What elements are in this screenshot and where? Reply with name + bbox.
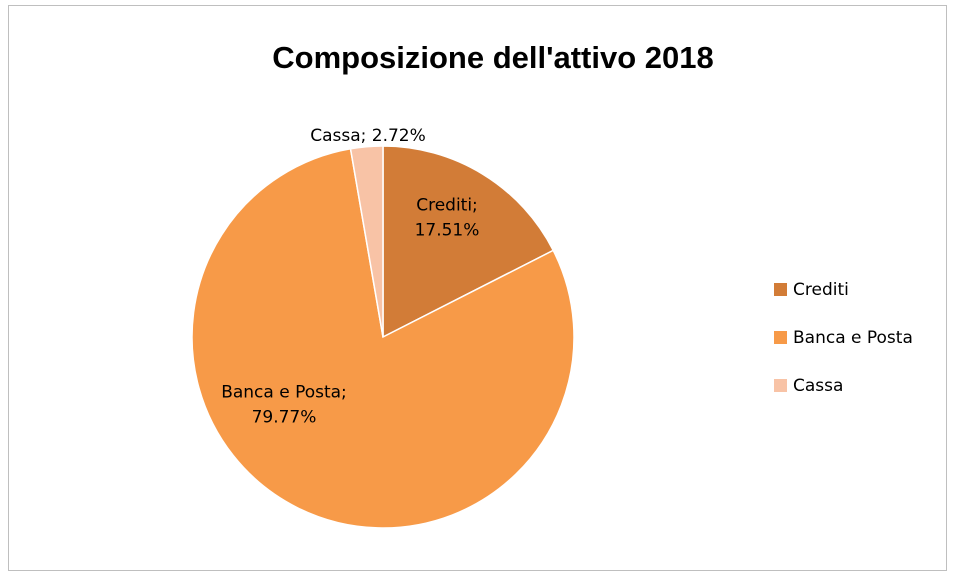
data-label-crediti: 17.51% (415, 221, 480, 241)
legend-label-cassa: Cassa (793, 376, 843, 396)
pie-slice-cassa (349, 145, 384, 338)
legend-swatch-crediti (774, 283, 787, 296)
data-labels: Crediti; 17.51% Banca e Posta; 79.77% Cassa;… (221, 126, 479, 428)
chart-title: Composizione dell'attivo 2018 (272, 40, 713, 75)
legend-label-crediti: Crediti (793, 280, 849, 300)
data-label-cassa: Cassa; 2.72% (310, 126, 426, 146)
pie-slice-crediti (382, 145, 555, 339)
data-label-crediti: Crediti; (416, 196, 478, 216)
data-label-banca-e-posta: Banca e Posta; (221, 383, 347, 403)
legend-swatch-cassa (774, 379, 787, 392)
pie-slice-banca-e-posta (191, 147, 575, 529)
legend: Crediti Banca e Posta Cassa (774, 280, 913, 396)
legend-label-banca-e-posta: Banca e Posta (793, 328, 913, 348)
pie-slices (191, 145, 575, 529)
data-label-banca-e-posta: 79.77% (252, 408, 317, 428)
legend-swatch-banca-e-posta (774, 331, 787, 344)
